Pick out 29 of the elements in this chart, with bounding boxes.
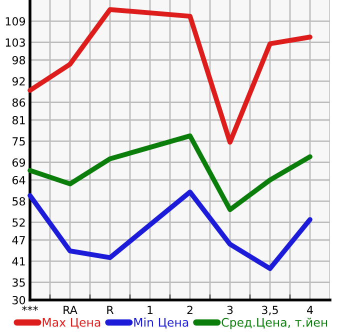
x-tick-label: 2 <box>187 306 192 314</box>
y-tick-label: 41 <box>12 257 25 266</box>
line-series <box>28 7 312 145</box>
line-series <box>28 133 312 212</box>
legend-label: Max Цена <box>42 318 100 328</box>
y-tick-label: 69 <box>12 158 26 167</box>
y-tick-label: 52 <box>12 218 25 227</box>
y-tick-label: 103 <box>6 38 25 47</box>
y-tick-label: 92 <box>12 77 25 86</box>
y-tick-label: 58 <box>12 197 26 206</box>
y-tick-label: 75 <box>12 137 25 146</box>
x-tick-label: R <box>107 306 114 314</box>
line-series <box>28 190 312 272</box>
x-tick-label: 3,5 <box>262 306 278 316</box>
y-tick-label: 81 <box>12 116 25 124</box>
legend-label: Min Цена <box>134 318 188 328</box>
y-tick-label: 30 <box>12 296 26 304</box>
x-tick-label: 3 <box>227 306 233 314</box>
y-tick-label: 109 <box>6 17 26 26</box>
y-tick-label: 35 <box>12 278 25 287</box>
x-tick-label: 1 <box>148 306 153 314</box>
y-tick-label: 98 <box>12 56 26 64</box>
x-tick-label: RA <box>64 306 78 314</box>
y-tick-label: 64 <box>12 176 26 184</box>
y-tick-label: 47 <box>12 236 25 244</box>
legend-label: Сред.Цена, т.йен <box>222 318 328 330</box>
x-tick-label: *** <box>22 306 38 311</box>
x-tick-label: 4 <box>307 306 313 314</box>
y-tick-label: 86 <box>12 98 26 107</box>
